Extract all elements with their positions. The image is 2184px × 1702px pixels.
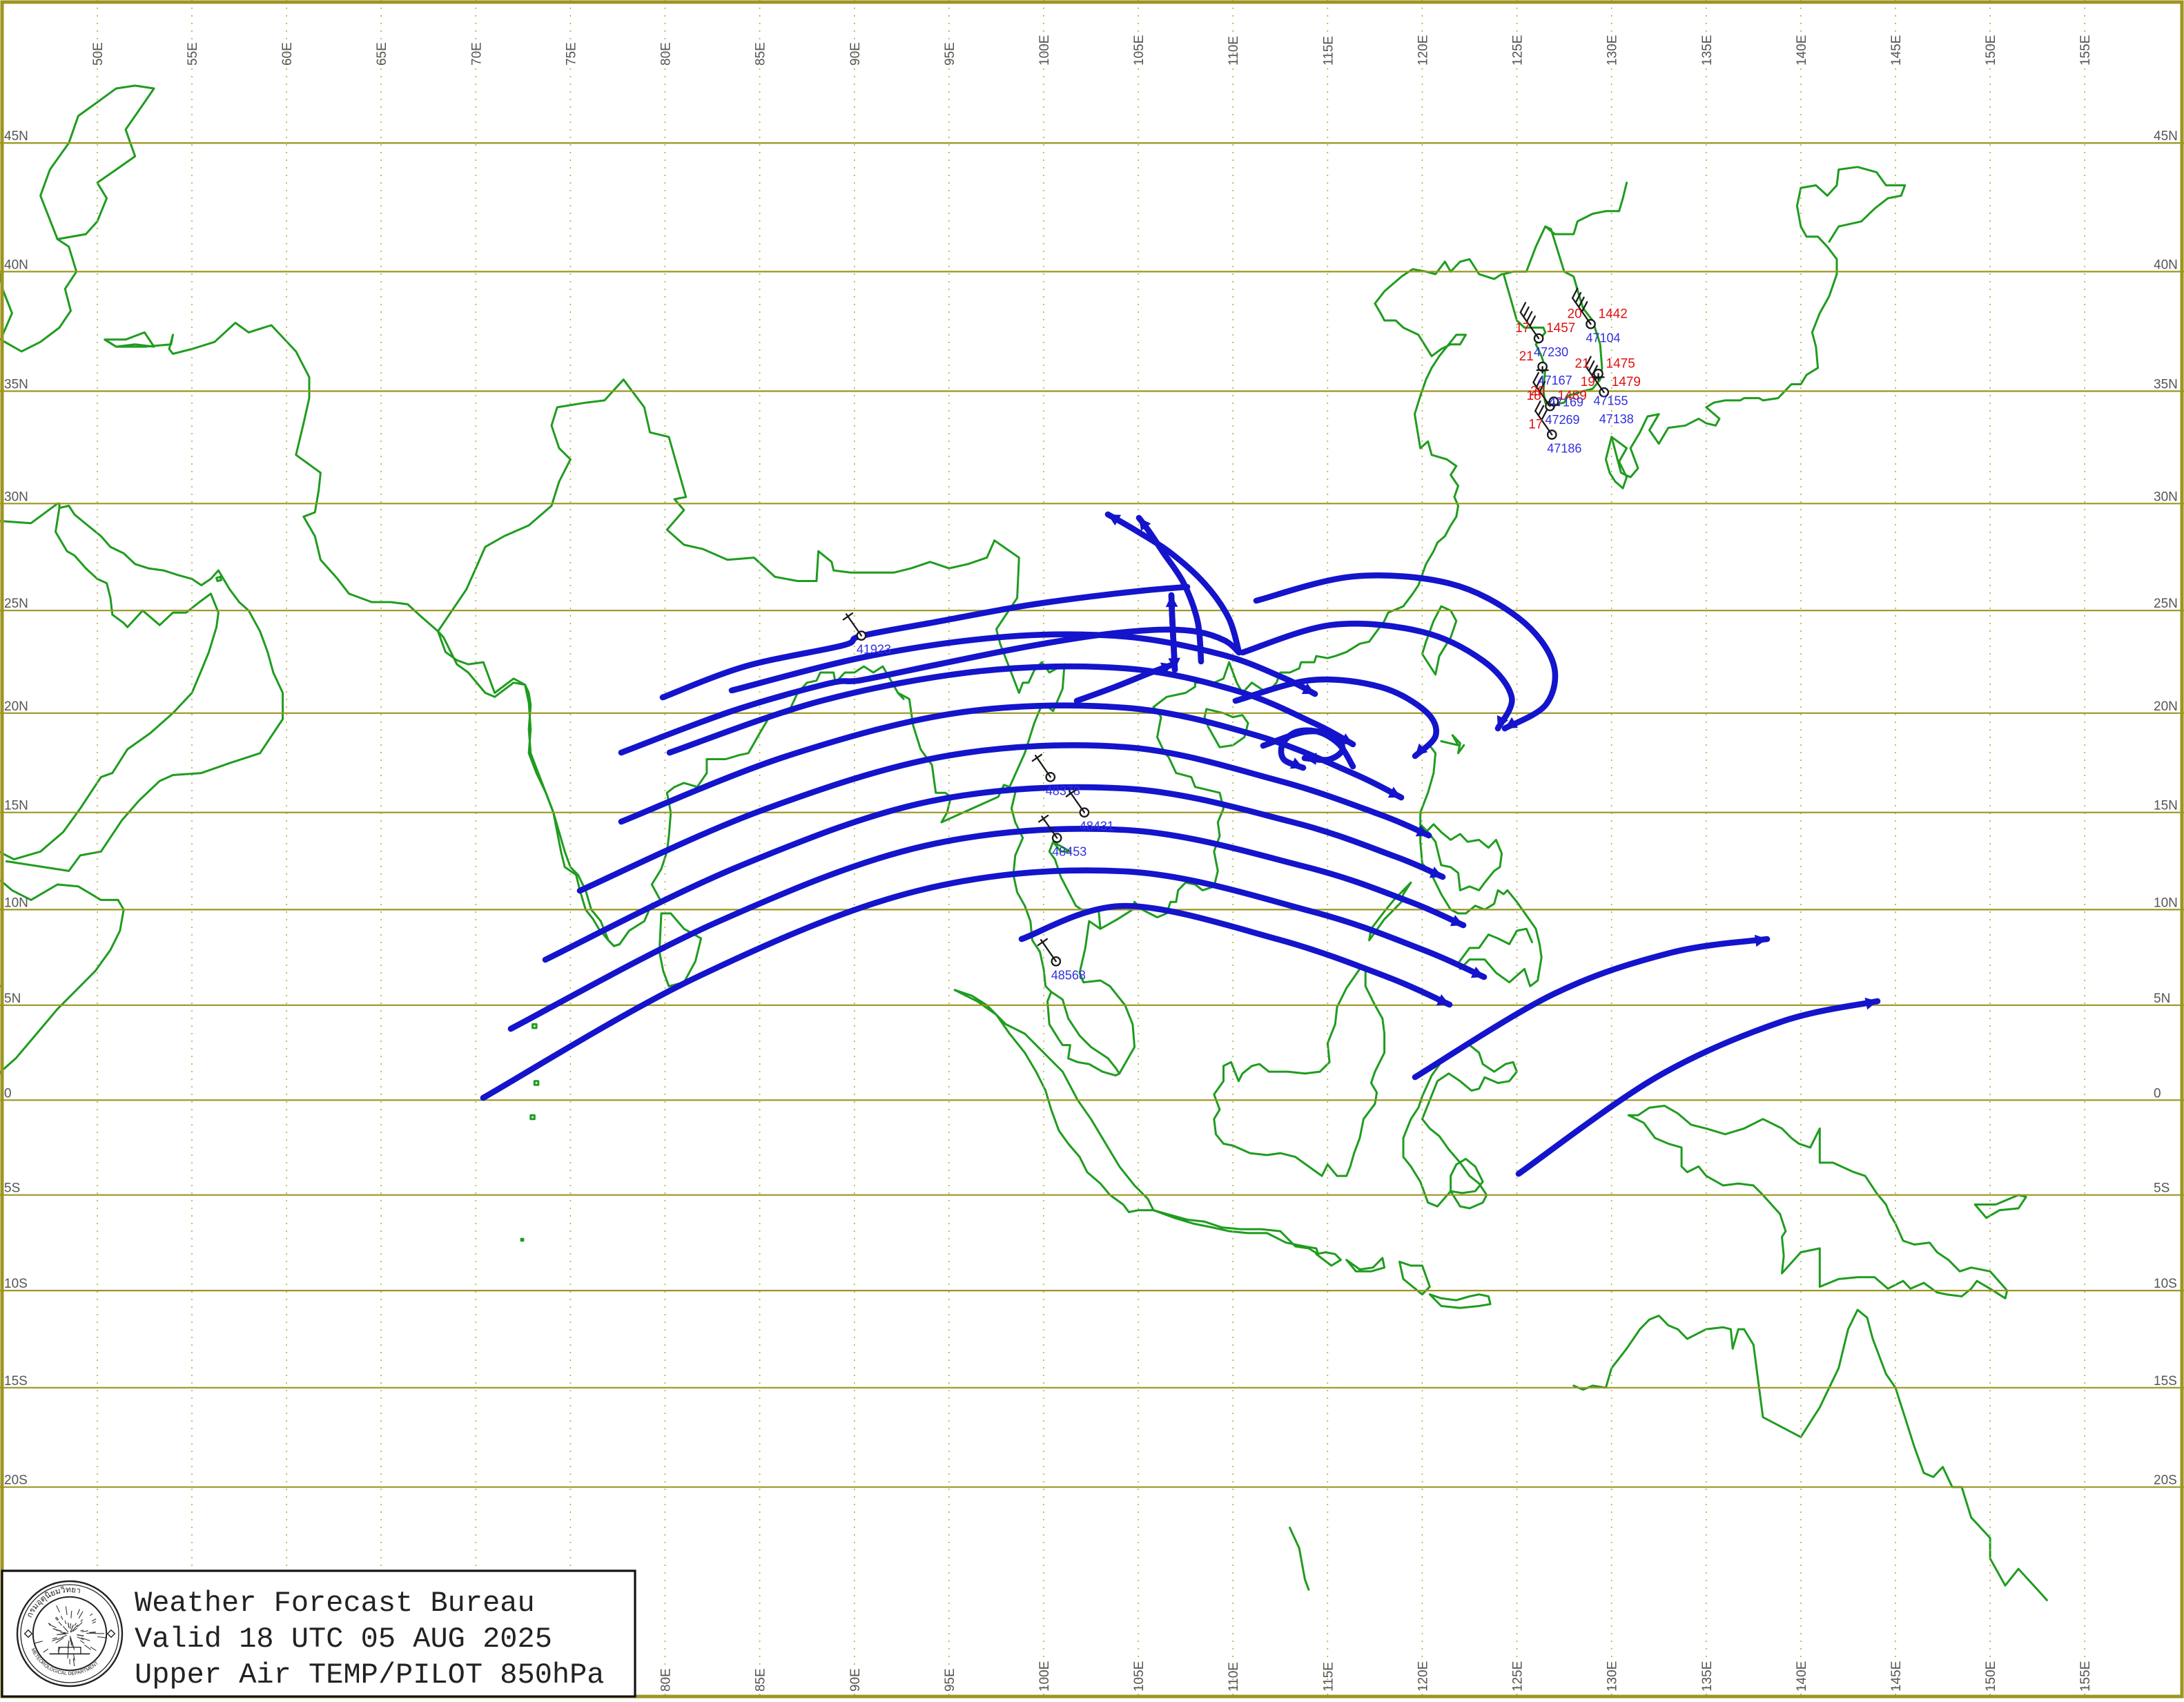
svg-text:125E: 125E (1511, 35, 1525, 66)
svg-text:15N: 15N (4, 799, 28, 813)
svg-text:47169: 47169 (1549, 396, 1583, 409)
svg-text:1475: 1475 (1606, 356, 1635, 371)
svg-text:70E: 70E (469, 42, 484, 66)
svg-text:17: 17 (1515, 321, 1530, 336)
svg-text:1442: 1442 (1599, 307, 1628, 321)
svg-text:105E: 105E (1132, 1661, 1147, 1692)
svg-text:140E: 140E (1795, 35, 1809, 66)
svg-text:20S: 20S (4, 1473, 28, 1488)
svg-text:47104: 47104 (1586, 331, 1621, 345)
svg-text:10N: 10N (2154, 896, 2178, 910)
svg-text:Valid 18 UTC 05 AUG 2025: Valid 18 UTC 05 AUG 2025 (135, 1623, 552, 1656)
svg-text:85E: 85E (754, 1668, 768, 1692)
svg-text:47269: 47269 (1546, 413, 1580, 427)
svg-text:20: 20 (1568, 307, 1582, 321)
svg-text:25N: 25N (2154, 597, 2178, 611)
svg-text:20S: 20S (2154, 1473, 2177, 1488)
svg-text:65E: 65E (375, 42, 389, 66)
svg-text:5S: 5S (2154, 1181, 2170, 1196)
svg-text:125E: 125E (1511, 1661, 1525, 1692)
svg-text:5N: 5N (4, 992, 21, 1006)
svg-text:5S: 5S (4, 1181, 20, 1196)
svg-text:10S: 10S (2154, 1277, 2177, 1291)
svg-text:21: 21 (1575, 356, 1590, 371)
svg-text:100E: 100E (1037, 1661, 1052, 1692)
svg-text:40N: 40N (2154, 258, 2178, 272)
svg-text:155E: 155E (2078, 35, 2093, 66)
svg-text:130E: 130E (1606, 35, 1620, 66)
svg-text:48431: 48431 (1080, 820, 1114, 833)
svg-text:90E: 90E (848, 1668, 863, 1692)
svg-text:55E: 55E (186, 42, 200, 66)
svg-text:47186: 47186 (1547, 442, 1581, 456)
svg-text:0: 0 (4, 1086, 12, 1101)
svg-text:48453: 48453 (1052, 845, 1086, 859)
svg-text:80E: 80E (659, 1668, 674, 1692)
svg-text:115E: 115E (1321, 1662, 1336, 1692)
svg-text:130E: 130E (1606, 1661, 1620, 1692)
svg-text:0: 0 (2154, 1086, 2161, 1101)
svg-text:10S: 10S (4, 1277, 28, 1291)
svg-text:15S: 15S (2154, 1374, 2177, 1389)
svg-text:20N: 20N (4, 699, 28, 714)
svg-text:50E: 50E (91, 42, 106, 66)
svg-text:120E: 120E (1416, 35, 1430, 66)
svg-text:17: 17 (1528, 418, 1543, 432)
svg-text:20: 20 (1530, 385, 1545, 399)
svg-text:1479: 1479 (1612, 375, 1641, 389)
svg-text:10N: 10N (4, 896, 28, 910)
svg-text:80E: 80E (659, 42, 674, 66)
svg-text:48568: 48568 (1051, 968, 1086, 982)
svg-text:1457: 1457 (1546, 321, 1575, 336)
svg-text:90E: 90E (848, 42, 863, 66)
svg-text:145E: 145E (1889, 1661, 1904, 1692)
svg-text:135E: 135E (1700, 1661, 1715, 1692)
svg-text:115E: 115E (1321, 36, 1336, 66)
svg-text:Upper Air TEMP/PILOT 850hPa: Upper Air TEMP/PILOT 850hPa (135, 1659, 605, 1692)
svg-text:35N: 35N (4, 378, 28, 392)
svg-text:45N: 45N (4, 129, 28, 144)
svg-text:85E: 85E (754, 42, 768, 66)
svg-text:25N: 25N (4, 597, 28, 611)
svg-text:150E: 150E (1984, 35, 1998, 66)
svg-text:110E: 110E (1227, 36, 1241, 66)
svg-text:95E: 95E (943, 42, 957, 66)
svg-text:47230: 47230 (1534, 345, 1568, 359)
svg-text:40N: 40N (4, 258, 28, 272)
svg-text:150E: 150E (1984, 1661, 1998, 1692)
svg-text:30N: 30N (4, 490, 28, 504)
svg-text:75E: 75E (564, 42, 578, 66)
svg-text:110E: 110E (1227, 1662, 1241, 1692)
svg-text:47155: 47155 (1594, 394, 1628, 407)
svg-text:135E: 135E (1700, 35, 1715, 66)
svg-text:47138: 47138 (1599, 412, 1634, 426)
svg-text:100E: 100E (1037, 35, 1052, 66)
svg-text:60E: 60E (280, 42, 295, 66)
svg-text:105E: 105E (1132, 35, 1147, 66)
svg-text:5N: 5N (2154, 992, 2170, 1006)
svg-text:41923: 41923 (857, 643, 891, 657)
svg-text:140E: 140E (1795, 1661, 1809, 1692)
svg-text:145E: 145E (1889, 35, 1904, 66)
svg-text:35N: 35N (2154, 378, 2178, 392)
svg-text:Weather Forecast Bureau: Weather Forecast Bureau (135, 1587, 535, 1620)
svg-text:21: 21 (1519, 349, 1534, 364)
svg-text:45N: 45N (2154, 129, 2178, 144)
svg-text:15N: 15N (2154, 799, 2178, 813)
svg-text:120E: 120E (1416, 1661, 1430, 1692)
svg-text:20N: 20N (2154, 699, 2178, 714)
svg-text:95E: 95E (943, 1668, 957, 1692)
svg-text:30N: 30N (2154, 490, 2178, 504)
svg-text:15S: 15S (4, 1374, 28, 1389)
svg-text:155E: 155E (2078, 1661, 2093, 1692)
